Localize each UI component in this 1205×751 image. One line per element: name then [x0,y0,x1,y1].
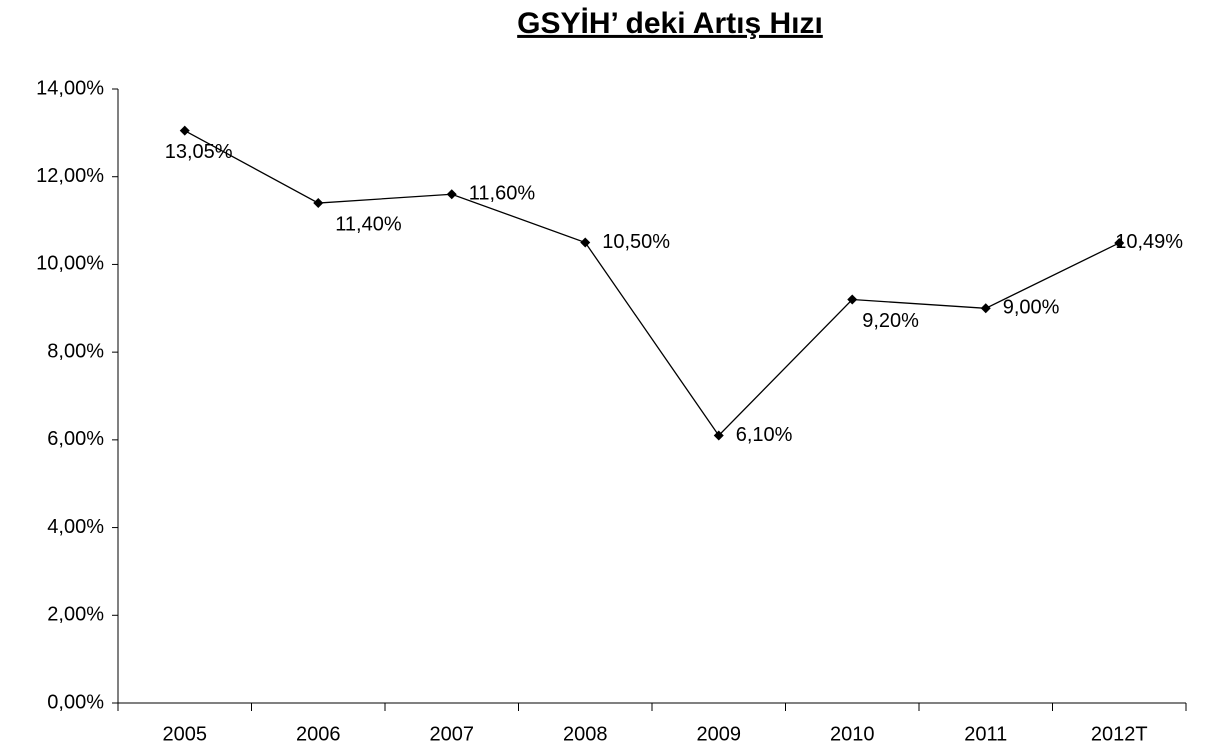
line [184,130,1120,437]
x-tick-label: 2005 [163,723,208,745]
data-label: 13,05% [165,141,233,163]
y-tick-label: 8,00% [47,340,104,362]
y-tick-label: 12,00% [36,165,104,187]
x-tick-label: 2006 [296,723,341,745]
x-tick-label: 2012T [1091,723,1148,745]
marker [580,237,591,248]
data-label: 9,00% [1003,297,1060,319]
marker [1114,237,1125,248]
marker [980,303,991,314]
data-label: 10,50% [602,231,670,253]
data-label: 9,20% [862,310,919,332]
chart-title: GSYİH’ deki Artış Hızı [517,7,823,40]
marker [446,189,457,200]
data-label: 11,60% [469,183,536,205]
x-tick-label: 2011 [964,723,1007,745]
data-label: 6,10% [736,424,793,446]
y-tick-label: 14,00% [36,77,104,99]
marker [713,430,724,441]
y-tick-label: 4,00% [47,516,104,538]
y-tick-label: 10,00% [36,253,104,275]
marker [847,294,858,305]
data-label: 11,40% [335,213,402,235]
y-tick-label: 2,00% [47,604,104,626]
x-tick-label: 2010 [830,723,875,745]
y-tick-label: 0,00% [47,691,104,713]
data-label: 10,49% [1115,231,1183,253]
x-tick-label: 2007 [430,723,475,745]
x-tick-label: 2009 [697,723,742,745]
x-tick-label: 2008 [563,723,608,745]
y-tick-label: 6,00% [47,428,104,450]
marker [313,198,324,209]
marker [179,125,190,136]
